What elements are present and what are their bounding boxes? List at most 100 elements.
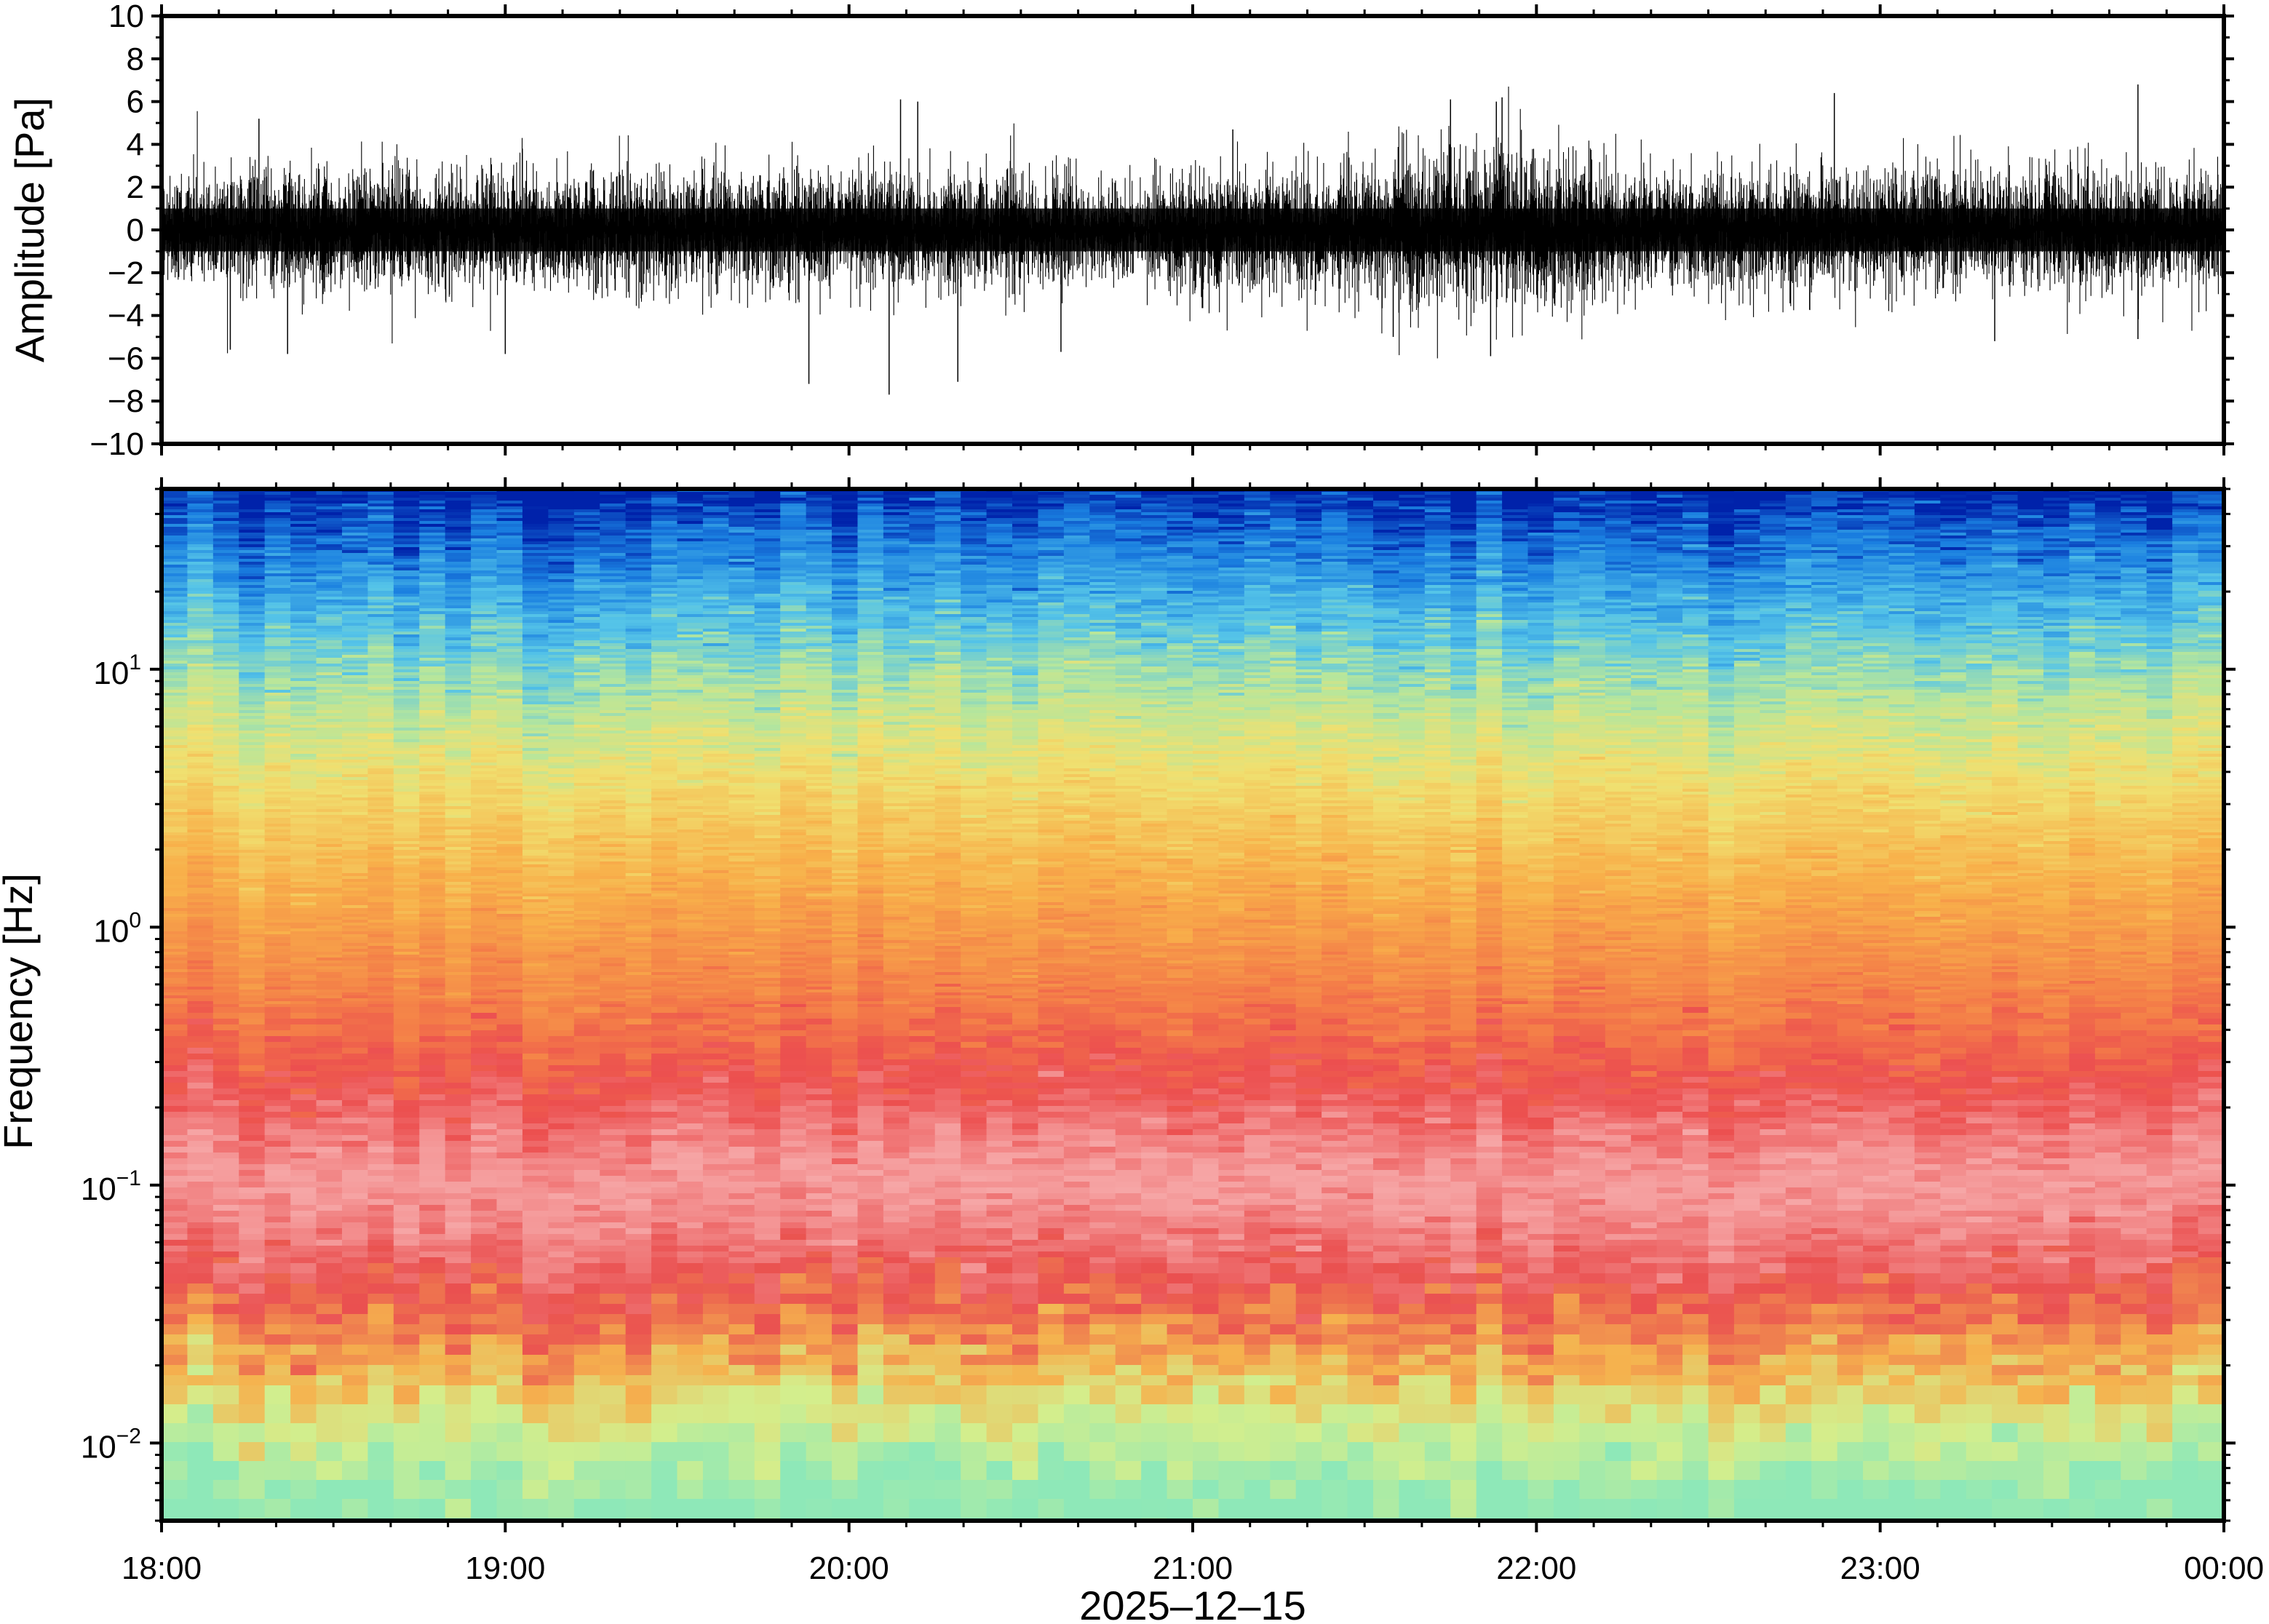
spectrogram-cell	[625, 888, 652, 891]
spectrogram-cell	[471, 646, 498, 650]
spectrogram-cell	[162, 958, 188, 961]
spectrogram-cell	[522, 605, 549, 609]
spectrogram-cell	[212, 649, 239, 653]
spectrogram-cell	[212, 891, 239, 894]
spectrogram-cell	[316, 771, 343, 775]
spectrogram-cell	[496, 1334, 523, 1345]
spectrogram-cell	[290, 666, 317, 670]
spectrogram-cell	[393, 940, 420, 944]
spectrogram-cell	[264, 646, 291, 650]
spectrogram-cell	[445, 1314, 472, 1325]
spectrogram-cell	[445, 643, 472, 647]
spectrogram-cell	[651, 832, 678, 836]
spectrogram-cell	[573, 850, 600, 853]
spectrogram-cell	[367, 1129, 394, 1136]
spectrogram-cell	[651, 669, 678, 673]
spectrogram-cell	[393, 850, 420, 853]
spectrogram-cell	[290, 1019, 317, 1025]
spectrogram-cell	[162, 821, 188, 824]
spectrogram-cell	[600, 891, 627, 894]
spectrogram-cell	[367, 943, 394, 947]
spectrogram-cell	[393, 888, 420, 891]
spectrogram-cell	[522, 675, 549, 679]
spectrogram-cell	[316, 923, 343, 926]
spectrogram-cell	[187, 736, 214, 740]
spectrogram-cell	[651, 867, 678, 871]
spectrogram-cell	[548, 850, 575, 853]
spectrogram-cell	[445, 949, 472, 952]
spectrogram-cell	[445, 498, 472, 501]
spectrogram-cell	[264, 541, 291, 545]
spectrogram-cell	[316, 736, 343, 740]
spectrogram-cell	[162, 550, 188, 554]
spectrogram-cell	[367, 658, 394, 661]
spectrogram-cell	[496, 509, 523, 513]
spectrogram-cell	[367, 1083, 394, 1089]
spectrogram-cell	[212, 690, 239, 693]
spectrogram-cell	[445, 1404, 472, 1424]
spectrogram-cell	[600, 495, 627, 498]
spectrogram-cell	[625, 1176, 652, 1182]
spectrogram-cell	[651, 620, 678, 624]
spectrogram-cell	[239, 914, 266, 918]
spectrogram-cell	[367, 1007, 394, 1014]
spectrogram-cell	[316, 963, 343, 967]
spectrogram-cell	[625, 643, 652, 647]
spectrogram-cell	[316, 844, 343, 848]
spectrogram-cell	[522, 832, 549, 836]
spectrogram-cell	[471, 666, 498, 670]
spectrogram-cell	[548, 573, 575, 577]
spectrogram-cell	[212, 937, 239, 941]
spectrogram-cell	[522, 736, 549, 740]
spectrogram-cell	[341, 873, 368, 877]
spectrogram-cell	[367, 1187, 394, 1194]
spectrogram-cell	[264, 725, 291, 728]
spectrogram-cell	[419, 1304, 446, 1315]
spectrogram-cell	[600, 960, 627, 964]
spectrogram-cell	[625, 882, 652, 885]
spectrogram-cell	[419, 687, 446, 690]
spectrogram-cell	[573, 771, 600, 775]
spectrogram-cell	[548, 1170, 575, 1177]
spectrogram-cell	[445, 1263, 472, 1274]
spectrogram-cell	[419, 1065, 446, 1072]
spectrogram-cell	[496, 649, 523, 653]
spectrogram-cell	[496, 533, 523, 536]
spectrogram-cell	[471, 952, 498, 955]
spectrogram-cell	[187, 568, 214, 571]
spectrogram-cell	[651, 576, 678, 580]
spectrogram-cell	[522, 515, 549, 519]
spectrogram-cell	[162, 710, 188, 714]
spectrogram-cell	[239, 1094, 266, 1101]
spectrogram-cell	[471, 498, 498, 501]
spectrogram-cell	[239, 928, 266, 932]
spectrogram-cell	[367, 792, 394, 795]
spectrogram-cell	[522, 789, 549, 792]
spectrogram-cell	[600, 672, 627, 676]
spectrogram-cell	[212, 1461, 239, 1481]
spectrogram-cell	[573, 591, 600, 594]
spectrogram-cell	[625, 803, 652, 807]
spectrogram-cell	[212, 611, 239, 615]
spectrogram-cell	[573, 1257, 600, 1264]
spectrogram-cell	[496, 541, 523, 545]
spectrogram-cell	[239, 995, 266, 999]
spectrogram-cell	[341, 943, 368, 947]
spectrogram-cell	[187, 1182, 214, 1188]
spectrogram-cell	[264, 597, 291, 600]
spectrogram-cell	[162, 981, 188, 984]
spectrogram-cell	[187, 812, 214, 816]
spectrogram-cell	[212, 1054, 239, 1060]
spectrogram-cell	[367, 550, 394, 554]
spectrogram-cell	[162, 1182, 188, 1188]
spectrogram-cell	[316, 666, 343, 670]
spectrogram-cell	[341, 1129, 368, 1136]
spectrogram-cell	[316, 559, 343, 562]
spectrogram-cell	[393, 958, 420, 961]
spectrogram-cell	[573, 588, 600, 592]
spectrogram-cell	[187, 1263, 214, 1274]
spectrogram-cell	[471, 515, 498, 519]
spectrogram-cell	[496, 611, 523, 615]
spectrogram-cell	[651, 568, 678, 571]
spectrogram-cell	[419, 1077, 446, 1083]
